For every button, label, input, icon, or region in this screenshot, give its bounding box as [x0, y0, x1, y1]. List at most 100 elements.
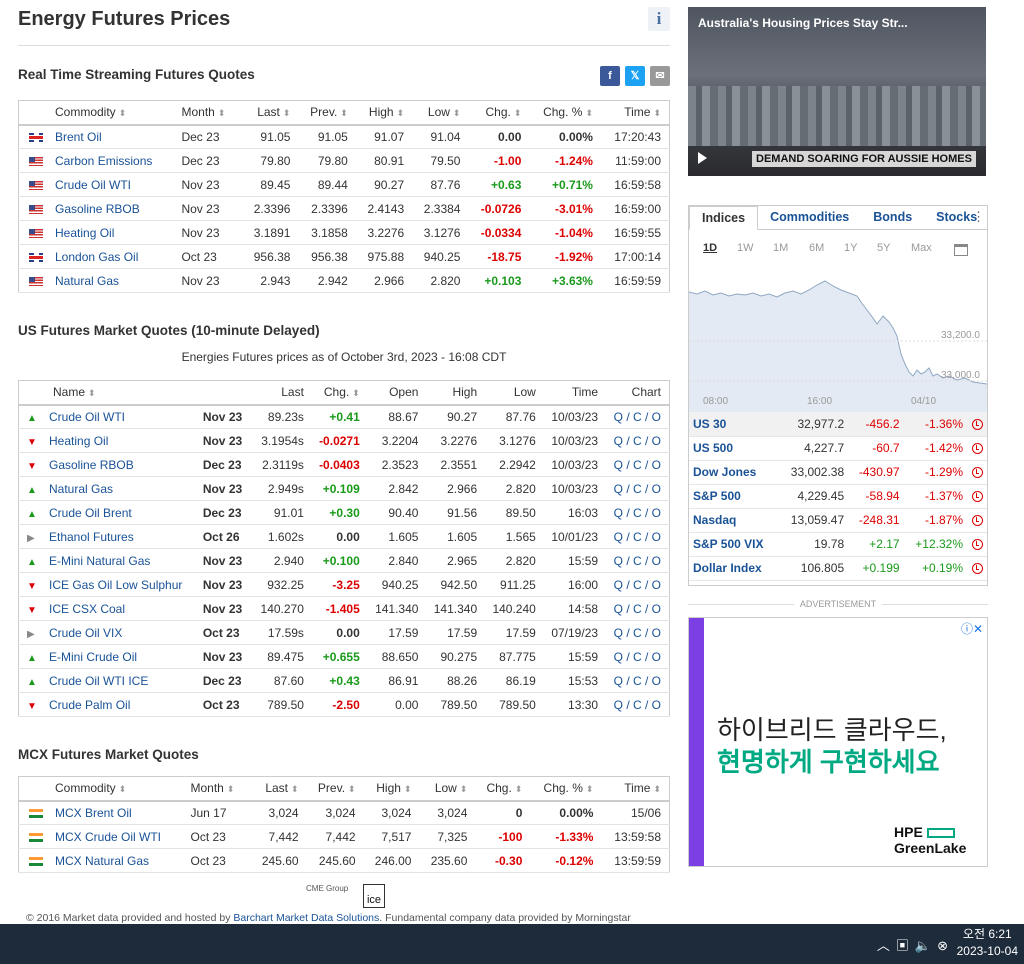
index-name[interactable]: Dollar Index [689, 556, 779, 581]
tab-indices[interactable]: Indices [689, 206, 759, 230]
contract-link[interactable]: ICE CSX Coal [49, 601, 126, 616]
chart-links[interactable]: Q / C / O [606, 548, 670, 573]
column-header[interactable]: Chg. ⬍ [311, 380, 368, 406]
chart-links[interactable]: Q / C / O [606, 452, 670, 477]
index-name[interactable]: Nasdaq [689, 508, 779, 533]
contract-link[interactable]: Crude Oil WTI [49, 409, 126, 424]
column-header[interactable]: Month ⬍ [186, 776, 251, 802]
index-row[interactable]: Dow Jones 33,002.38 -430.97 -1.29% [689, 460, 987, 485]
index-name[interactable]: US 500 [689, 436, 779, 461]
column-header[interactable]: Low ⬍ [419, 776, 476, 802]
commodity-link[interactable]: Heating Oil [55, 225, 115, 240]
fullscreen-icon[interactable] [954, 244, 968, 256]
close-circle-icon[interactable]: ⊗ [937, 938, 954, 953]
column-header[interactable]: Chg. ⬍ [468, 100, 530, 126]
index-link[interactable]: Nasdaq [693, 513, 737, 527]
index-row[interactable]: S&P 500 4,229.45 -58.94 -1.37% [689, 484, 987, 509]
sort-icon[interactable]: ⬍ [452, 108, 461, 119]
index-row[interactable]: Dollar Index 106.805 +0.199 +0.19% [689, 556, 987, 581]
sort-icon[interactable]: ⬍ [118, 784, 127, 795]
contract-link[interactable]: Crude Oil Brent [49, 505, 132, 520]
chart-links[interactable]: Q / C / O [606, 668, 670, 693]
chart-links[interactable]: Q / C / O [606, 692, 670, 717]
column-header[interactable]: Month ⬍ [177, 100, 243, 126]
sort-icon[interactable]: ⬍ [459, 784, 468, 795]
chart-links[interactable]: Q / C / O [606, 620, 670, 645]
column-header[interactable]: Commodity ⬍ [51, 100, 178, 126]
index-link[interactable]: US 500 [693, 441, 734, 455]
contract-link[interactable]: Ethanol Futures [49, 529, 134, 544]
index-link[interactable]: US 30 [693, 416, 727, 431]
index-name[interactable]: US 30 [689, 412, 779, 437]
commodity-link[interactable]: MCX Natural Gas [55, 853, 150, 868]
sort-icon[interactable]: ⬍ [513, 108, 522, 119]
range-1d[interactable]: 1D [703, 242, 718, 254]
column-header[interactable]: High ⬍ [363, 776, 420, 802]
range-1w[interactable]: 1W [737, 242, 754, 254]
contract-link[interactable]: E-Mini Crude Oil [49, 649, 138, 664]
sort-icon[interactable]: ⬍ [217, 108, 226, 119]
ad-banner[interactable]: ⓘ✕ 하이브리드 클라우드, 현명하게 구현하세요 HPE GreenLake [688, 617, 988, 867]
column-header[interactable]: Name ⬍ [49, 380, 199, 406]
range-5y[interactable]: 5Y [877, 242, 891, 254]
chart-links[interactable]: Q / C / O [606, 524, 670, 549]
column-header[interactable]: Time ⬍ [600, 100, 670, 126]
range-1y[interactable]: 1Y [844, 242, 858, 254]
index-link[interactable]: Dollar Index [693, 561, 762, 575]
range-1m[interactable]: 1M [773, 242, 789, 254]
sort-icon[interactable]: ⬍ [118, 108, 127, 119]
ad-close-icon[interactable]: ⓘ✕ [960, 622, 983, 636]
sort-icon[interactable]: ⬍ [340, 108, 348, 119]
chart-links[interactable]: Q / C / O [606, 500, 670, 525]
column-header[interactable]: Last ⬍ [242, 100, 299, 126]
index-link[interactable]: S&P 500 [693, 489, 741, 503]
sort-icon[interactable]: ⬍ [585, 784, 594, 795]
commodity-link[interactable]: Carbon Emissions [55, 153, 153, 168]
chart-links[interactable]: Q / C / O [606, 428, 670, 453]
facebook-share-icon[interactable]: f [600, 66, 620, 86]
index-name[interactable]: S&P 500 VIX [689, 532, 779, 557]
contract-link[interactable]: E-Mini Natural Gas [49, 553, 151, 568]
play-icon[interactable] [698, 152, 707, 164]
system-tray[interactable]: ︿▣🔈⊗ [877, 935, 954, 954]
contract-link[interactable]: Natural Gas [49, 481, 114, 496]
contract-link[interactable]: Heating Oil [49, 433, 109, 448]
chart-links[interactable]: Q / C / O [606, 404, 670, 429]
tab-stocks[interactable]: Stocks [936, 210, 978, 224]
range-max[interactable]: Max [911, 242, 932, 254]
commodity-link[interactable]: London Gas Oil [55, 249, 139, 264]
range-6m[interactable]: 6M [809, 242, 825, 254]
sort-icon[interactable]: ⬍ [403, 784, 412, 795]
column-header[interactable]: Prev. ⬍ [298, 100, 356, 126]
email-share-icon[interactable]: ✉ [650, 66, 670, 86]
column-header[interactable]: Chg. ⬍ [475, 776, 531, 802]
index-link[interactable]: Dow Jones [693, 465, 757, 479]
network-icon[interactable]: ▣ [895, 938, 915, 953]
index-link[interactable]: S&P 500 VIX [693, 537, 764, 551]
contract-link[interactable]: ICE Gas Oil Low Sulphur [49, 577, 183, 592]
sort-icon[interactable]: ⬍ [653, 784, 661, 795]
column-header[interactable]: Time ⬍ [601, 776, 670, 802]
chart-links[interactable]: Q / C / O [606, 476, 670, 501]
volume-icon[interactable]: 🔈 [914, 938, 938, 953]
column-header[interactable]: Prev. ⬍ [306, 776, 364, 802]
chevron-up-icon[interactable]: ︿ [876, 938, 896, 953]
video-title[interactable]: Australia's Housing Prices Stay Str... [698, 16, 908, 30]
chart-links[interactable]: Q / C / O [606, 596, 670, 621]
index-row[interactable]: S&P 500 VIX 19.78 +2.17 +12.32% [689, 532, 987, 557]
sort-icon[interactable]: ⬍ [514, 784, 523, 795]
index-name[interactable]: S&P 500 [689, 484, 779, 509]
commodity-link[interactable]: Brent Oil [55, 129, 102, 144]
column-header[interactable]: Commodity ⬍ [51, 776, 187, 802]
commodity-link[interactable]: MCX Brent Oil [55, 805, 132, 820]
index-name[interactable]: Dow Jones [689, 460, 779, 485]
sort-icon[interactable]: ⬍ [396, 108, 405, 119]
sort-icon[interactable]: ⬍ [282, 108, 291, 119]
twitter-share-icon[interactable]: 𝕏 [625, 66, 645, 86]
more-icon[interactable]: ⋮ [972, 209, 985, 224]
sort-icon[interactable]: ⬍ [653, 108, 661, 119]
column-header[interactable]: High ⬍ [355, 100, 413, 126]
contract-link[interactable]: Crude Oil WTI ICE [49, 673, 149, 688]
sort-icon[interactable]: ⬍ [88, 388, 96, 399]
tab-commodities[interactable]: Commodities [770, 210, 850, 224]
